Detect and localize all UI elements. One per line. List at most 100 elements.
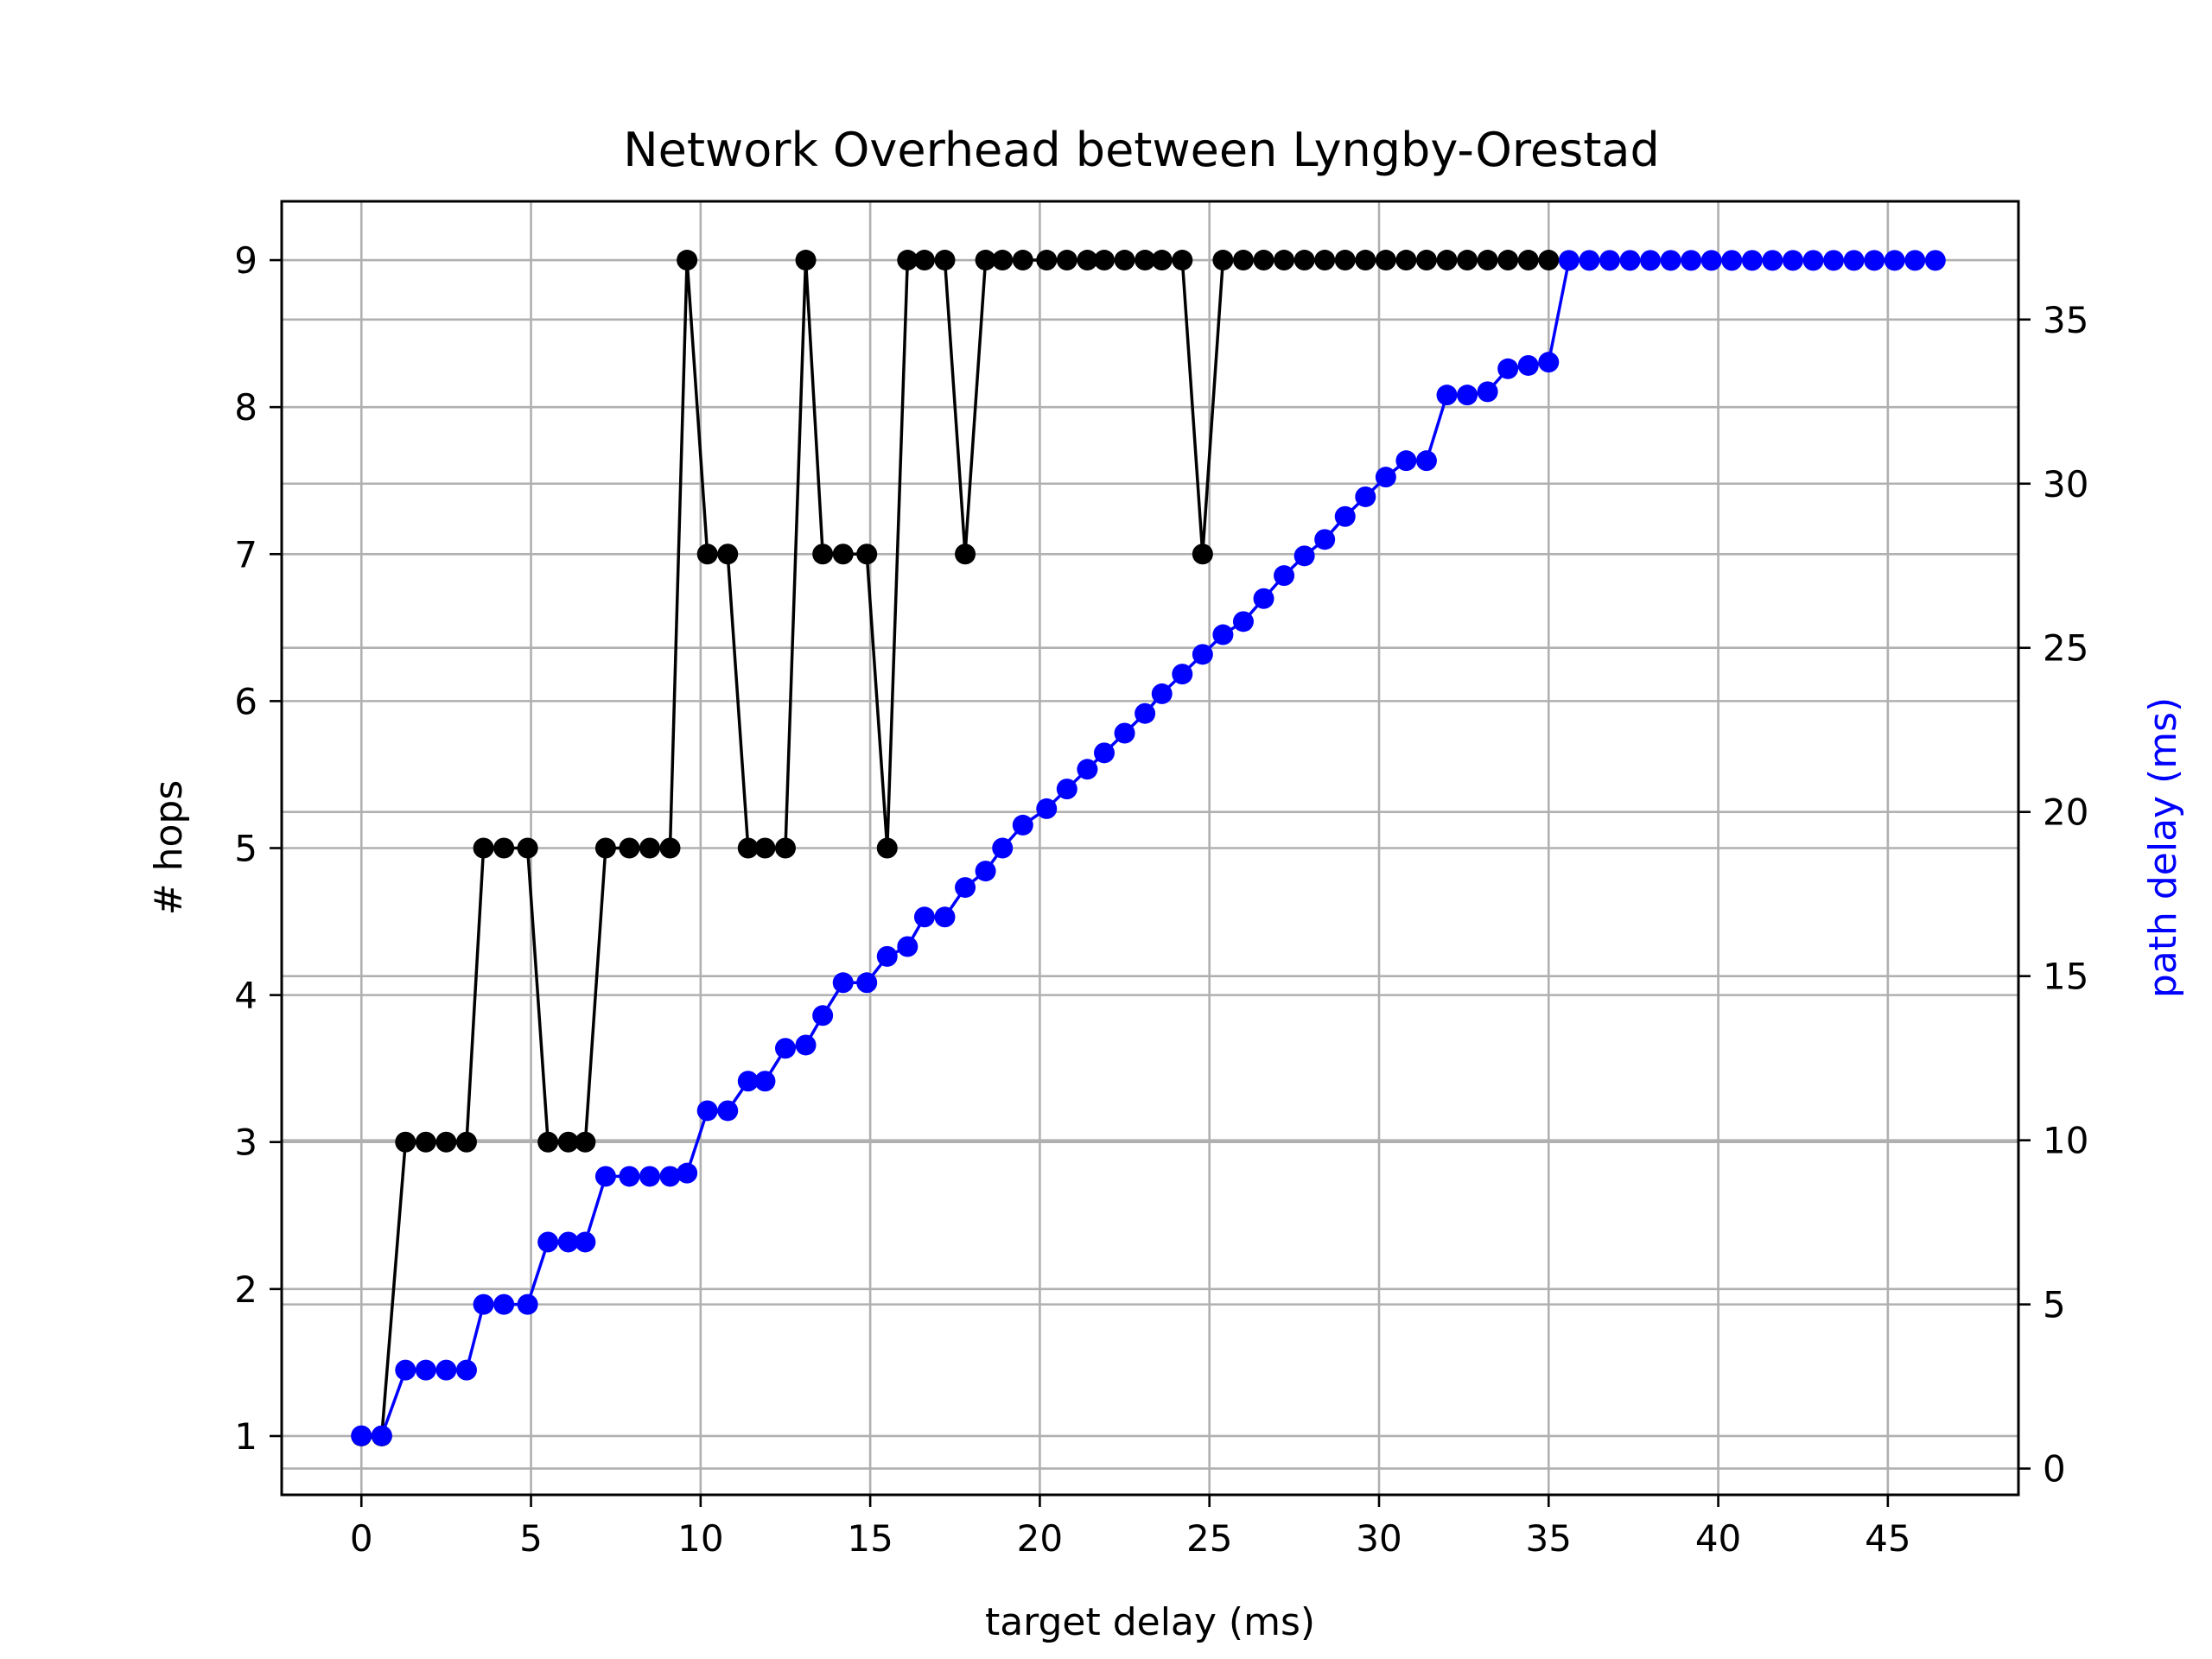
- path-delay-data-point: [1884, 250, 1905, 271]
- path-delay-data-point: [1924, 250, 1946, 271]
- hops-data-point: [696, 543, 718, 565]
- hops-data-point: [934, 250, 956, 271]
- path-delay-data-point: [1172, 664, 1193, 685]
- path-delay-data-point: [1212, 624, 1234, 645]
- hops-data-point: [415, 1131, 436, 1153]
- path-delay-data-point: [659, 1166, 681, 1187]
- hops-data-point: [812, 543, 834, 565]
- hops-data-point: [1114, 250, 1135, 271]
- hops-data-point: [1517, 250, 1539, 271]
- hops-data-point: [1395, 250, 1417, 271]
- hops-data-point: [1094, 250, 1116, 271]
- hops-data-point: [876, 837, 898, 859]
- path-delay-data-point: [876, 945, 898, 967]
- path-delay-data-point: [594, 1166, 616, 1187]
- hops-data-point: [1232, 250, 1254, 271]
- hops-data-point: [955, 543, 976, 565]
- right-y-tick-label: 5: [2043, 1284, 2066, 1326]
- left-y-tick-label: 7: [234, 533, 257, 575]
- path-delay-data-point: [1558, 250, 1580, 271]
- path-delay-data-point: [795, 1034, 817, 1056]
- x-tick-label: 15: [847, 1517, 893, 1560]
- path-delay-data-point: [1077, 759, 1098, 780]
- hops-data-point: [856, 543, 878, 565]
- left-y-tick-label: 3: [234, 1122, 257, 1164]
- hops-data-point: [754, 837, 776, 859]
- left-y-axis: 1 2 3 4 5 6 7 8 9: [234, 239, 282, 1458]
- hops-data-point: [774, 837, 796, 859]
- path-delay-data-point: [975, 861, 996, 882]
- path-delay-data-point: [1192, 644, 1213, 665]
- path-delay-data-point: [1334, 505, 1356, 527]
- path-delay-data-point: [1395, 450, 1417, 472]
- right-y-tick-label: 30: [2043, 463, 2088, 505]
- path-delay-data-point: [1599, 250, 1620, 271]
- path-delay-data-point: [371, 1425, 392, 1446]
- hops-data-point: [1294, 250, 1315, 271]
- path-delay-data-point: [677, 1162, 698, 1184]
- path-delay-data-point: [1036, 798, 1058, 819]
- path-delay-data-point: [856, 972, 878, 994]
- path-delay-data-point: [395, 1359, 416, 1381]
- path-delay-data-point: [1151, 683, 1173, 704]
- path-delay-data-point: [415, 1359, 436, 1381]
- hops-data-point: [1457, 250, 1478, 271]
- hops-data-point: [677, 250, 698, 271]
- path-delay-data-point: [934, 906, 956, 928]
- path-delay-data-point: [992, 837, 1014, 859]
- hops-data-point: [1056, 250, 1077, 271]
- hops-data-point: [1135, 250, 1156, 271]
- hops-data-point: [1314, 250, 1336, 271]
- hops-data-point: [1012, 250, 1033, 271]
- x-axis-title: target delay (ms): [985, 1600, 1315, 1644]
- hops-data-point: [737, 837, 759, 859]
- right-y-tick-label: 15: [2043, 956, 2088, 998]
- path-delay-data-point: [435, 1359, 457, 1381]
- path-delay-data-point: [493, 1294, 515, 1315]
- hops-data-point: [1192, 543, 1213, 565]
- path-delay-data-point: [1114, 722, 1135, 744]
- path-delay-data-point: [1457, 385, 1478, 406]
- path-delay-data-point: [1094, 742, 1116, 764]
- left-y-axis-title: # hops: [147, 780, 191, 916]
- hops-data-point: [395, 1131, 416, 1153]
- hops-data-point: [913, 250, 935, 271]
- hops-data-point: [1151, 250, 1173, 271]
- x-tick-label: 45: [1865, 1517, 1910, 1560]
- right-y-tick-label: 10: [2043, 1120, 2088, 1162]
- path-delay-data-point: [696, 1100, 718, 1122]
- path-delay-data-point: [1660, 250, 1681, 271]
- path-delay-data-point: [1538, 352, 1560, 373]
- hops-data-point: [717, 543, 739, 565]
- hops-data-point: [639, 837, 660, 859]
- hops-data-point: [992, 250, 1014, 271]
- hops-data-point: [1375, 250, 1396, 271]
- hops-data-point: [1253, 250, 1274, 271]
- path-delay-data-point: [737, 1071, 759, 1092]
- hops-data-point: [1077, 250, 1098, 271]
- path-delay-data-point: [717, 1100, 739, 1122]
- right-y-axis-title: path delay (ms): [2141, 697, 2185, 998]
- path-delay-data-point: [812, 1005, 834, 1027]
- path-delay-data-point: [1700, 250, 1722, 271]
- hops-data-point: [1036, 250, 1058, 271]
- x-tick-label: 20: [1017, 1517, 1063, 1560]
- path-delay-data-point: [1782, 250, 1803, 271]
- path-delay-data-point: [913, 906, 935, 928]
- hops-data-point: [619, 837, 640, 859]
- hops-data-point: [537, 1131, 559, 1153]
- path-delay-data-point: [1294, 545, 1315, 567]
- path-delay-data-point: [754, 1071, 776, 1092]
- path-delay-data-point: [517, 1294, 538, 1315]
- path-delay-data-point: [1274, 565, 1295, 587]
- path-delay-data-point: [1314, 529, 1336, 550]
- path-delay-data-point: [639, 1166, 660, 1187]
- hops-data-point: [1415, 250, 1437, 271]
- path-delay-data-point: [897, 936, 918, 957]
- path-delay-data-point: [575, 1231, 596, 1253]
- left-y-tick-label: 8: [234, 386, 257, 429]
- hops-data-point: [659, 837, 681, 859]
- x-tick-label: 35: [1526, 1517, 1572, 1560]
- path-delay-data-point: [1721, 250, 1743, 271]
- path-delay-data-point: [473, 1294, 494, 1315]
